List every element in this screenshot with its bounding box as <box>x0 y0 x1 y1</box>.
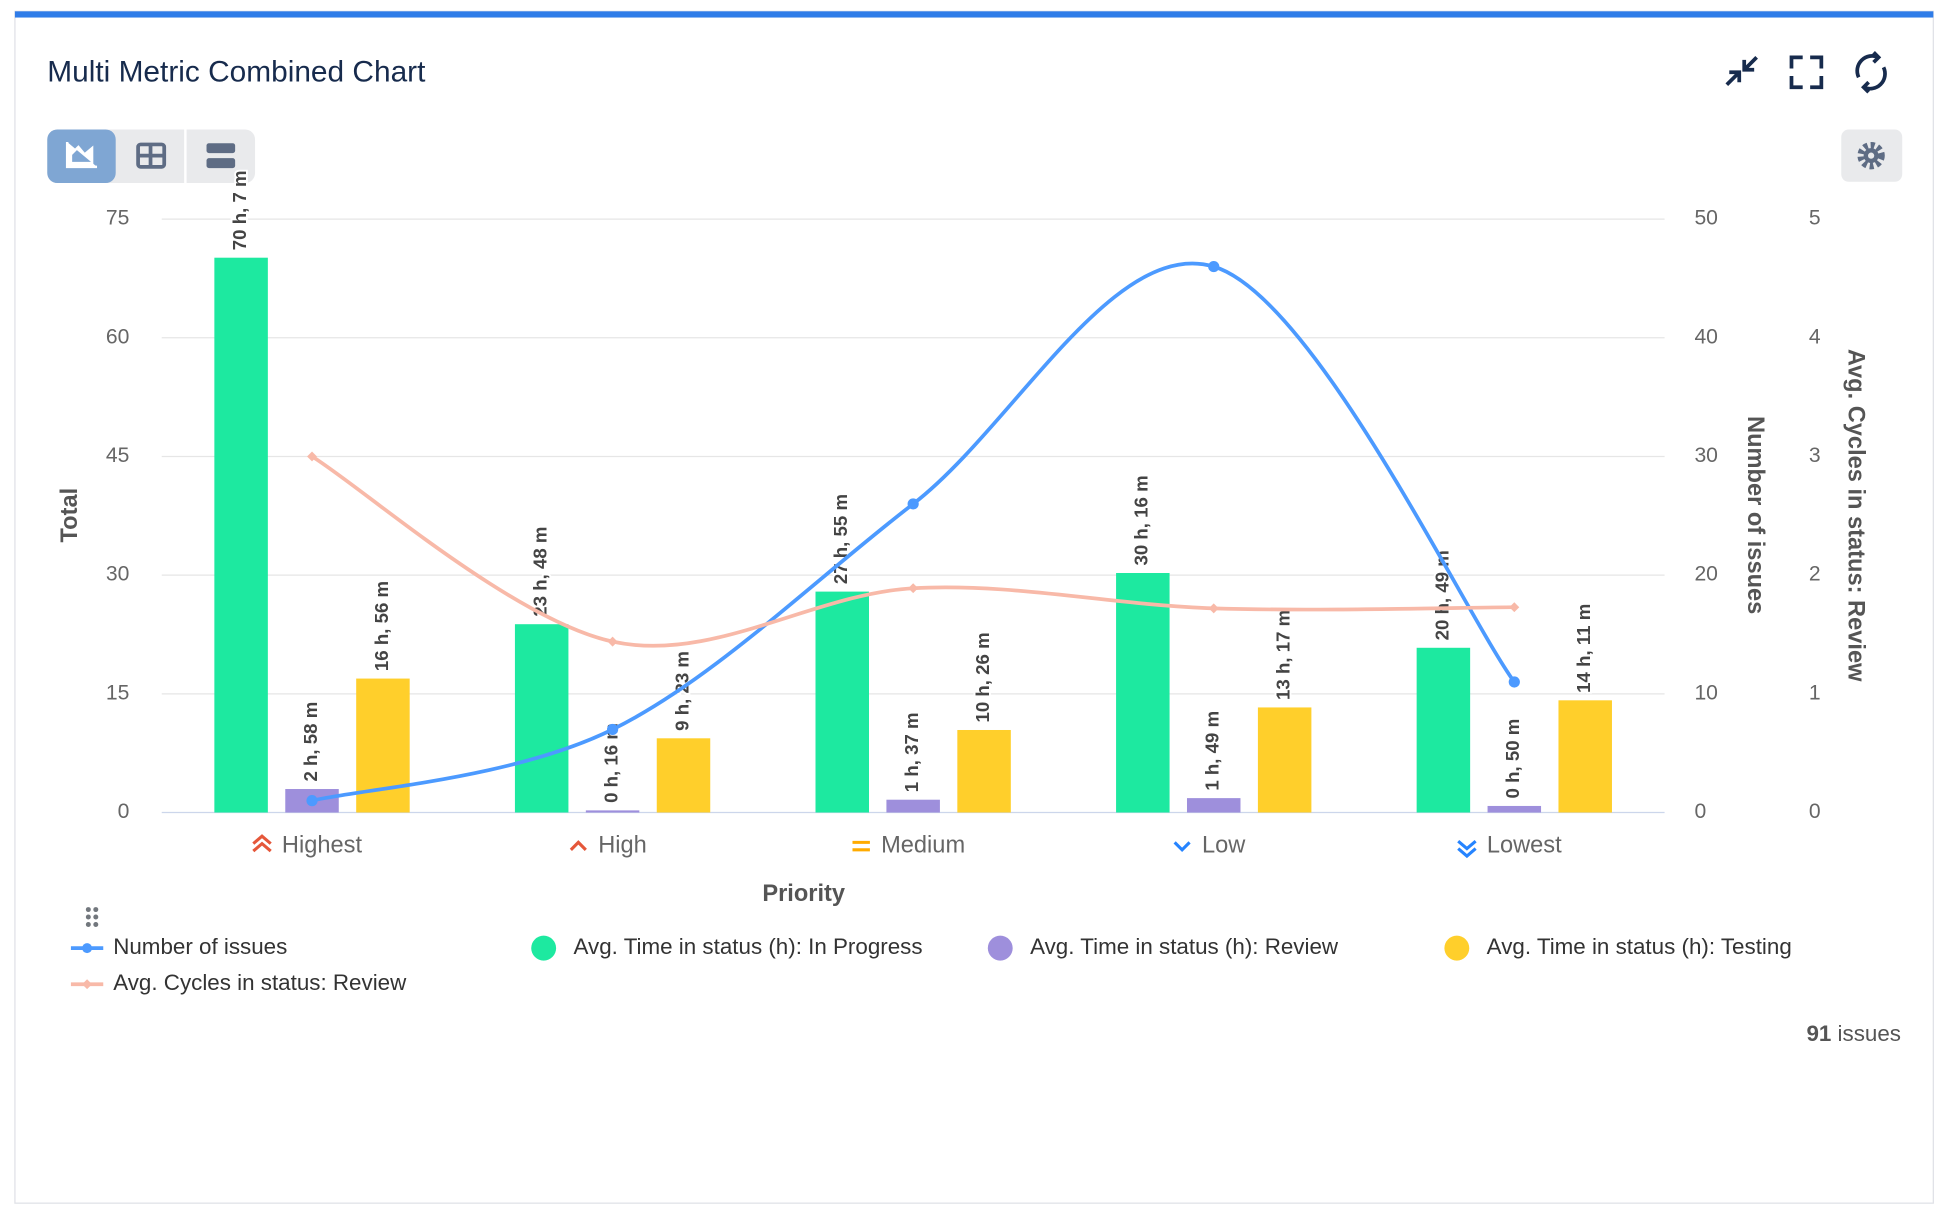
y-tick-label: 30 <box>106 563 130 586</box>
y3-tick-label: 0 <box>1809 800 1821 823</box>
legend-marker <box>987 935 1013 961</box>
y3-tick-label: 4 <box>1809 325 1821 348</box>
bar <box>1186 798 1241 813</box>
x-tick-label: High <box>598 832 647 858</box>
y2-tick-label: 0 <box>1694 800 1706 823</box>
x-tick-label: Low <box>1202 832 1246 858</box>
y-tick-label: 60 <box>106 325 130 348</box>
issues-count: 91 issues <box>1806 1021 1901 1046</box>
value-label: 13 h, 17 m <box>1273 610 1294 700</box>
bar <box>585 810 640 813</box>
y2-tick-label: 40 <box>1694 325 1718 348</box>
bar <box>1487 805 1542 813</box>
y2-tick-label: 50 <box>1694 207 1718 230</box>
legend-item[interactable]: Avg. Time in status (h): Review <box>987 934 1339 961</box>
x-tick-label: Medium <box>881 832 965 858</box>
priority-icon <box>1173 841 1191 853</box>
value-label: 10 h, 26 m <box>972 632 993 722</box>
y-axis-title: Total <box>57 488 83 543</box>
value-label: 1 h, 37 m <box>901 712 922 792</box>
value-label: 14 h, 11 m <box>1573 604 1594 693</box>
x-axis-title: Priority <box>762 881 846 907</box>
legend-marker <box>531 935 557 961</box>
value-label: 2 h, 58 m <box>300 702 321 782</box>
marker <box>908 583 919 594</box>
bar <box>1257 707 1312 813</box>
y3-axis-title: Avg. Cycles in status: Review <box>1843 349 1869 682</box>
line <box>311 454 1515 648</box>
issues-number: 91 <box>1806 1021 1831 1046</box>
priority-icon <box>1457 839 1477 859</box>
bar <box>886 799 940 813</box>
bar <box>957 729 1011 813</box>
y-tick-label: 0 <box>118 800 130 823</box>
y-tick-label: 45 <box>106 444 130 467</box>
priority-icon <box>852 840 870 852</box>
legend-item[interactable]: Avg. Time in status (h): Testing <box>1444 934 1792 961</box>
marker <box>907 498 919 510</box>
legend-label: Avg. Time in status (h): Review <box>1030 934 1339 959</box>
legend-label: Avg. Cycles in status: Review <box>113 970 407 995</box>
value-label: 16 h, 56 m <box>371 581 392 671</box>
bar <box>1558 700 1612 813</box>
priority-icon <box>252 834 272 853</box>
y2-tick-label: 10 <box>1694 681 1718 704</box>
legend-item[interactable]: Avg. Cycles in status: Review <box>70 970 407 995</box>
legend-label: Avg. Time in status (h): In Progress <box>574 934 923 959</box>
y2-tick-label: 20 <box>1694 563 1718 586</box>
value-label: 9 h, 23 m <box>671 651 692 731</box>
priority-icon <box>569 840 587 851</box>
header-icons[interactable] <box>1725 51 1887 94</box>
y3-tick-label: 2 <box>1809 563 1821 586</box>
bar <box>1116 573 1170 813</box>
value-label: 20 h, 49 m <box>1431 550 1452 640</box>
marker <box>1208 260 1220 273</box>
view-toggle[interactable] <box>47 129 256 184</box>
marker <box>1508 676 1520 688</box>
bar <box>1416 647 1471 813</box>
legend-label: Number of issues <box>113 934 287 959</box>
legend-drag-handle[interactable] <box>85 907 99 927</box>
y3-tick-label: 5 <box>1809 207 1821 230</box>
y-tick-label: 75 <box>106 207 130 230</box>
marker <box>306 795 318 807</box>
legend-item[interactable]: Avg. Time in status (h): In Progress <box>531 934 923 961</box>
card-top-bar <box>14 11 1934 18</box>
marker <box>307 451 317 462</box>
card <box>14 10 1934 1204</box>
legend-label: Avg. Time in status (h): Testing <box>1487 934 1792 959</box>
value-label: 1 h, 49 m <box>1202 711 1223 791</box>
issues-word: issues <box>1838 1021 1901 1046</box>
value-label: 0 h, 50 m <box>1502 719 1523 799</box>
marker <box>606 723 619 736</box>
bar <box>514 624 569 813</box>
settings-button[interactable] <box>1841 129 1903 182</box>
value-label: 70 h, 7 m <box>229 170 250 250</box>
bar <box>656 738 711 813</box>
x-tick-label: Lowest <box>1487 832 1562 858</box>
x-tick-label: Highest <box>282 832 363 858</box>
y2-axis-title: Number of issues <box>1742 416 1768 614</box>
legend-item[interactable]: Number of issues <box>70 934 287 959</box>
bar <box>214 257 268 813</box>
line <box>311 261 1516 803</box>
y2-tick-label: 30 <box>1694 444 1718 467</box>
y-tick-label: 15 <box>106 681 130 704</box>
legend-marker <box>1444 935 1470 961</box>
legend-marker <box>82 943 93 954</box>
y3-tick-label: 1 <box>1809 681 1821 704</box>
bar <box>815 591 869 813</box>
value-label: 23 h, 48 m <box>530 527 551 617</box>
chart-title: Multi Metric Combined Chart <box>47 55 426 88</box>
value-label: 30 h, 16 m <box>1131 475 1152 565</box>
y3-tick-label: 3 <box>1809 444 1821 467</box>
